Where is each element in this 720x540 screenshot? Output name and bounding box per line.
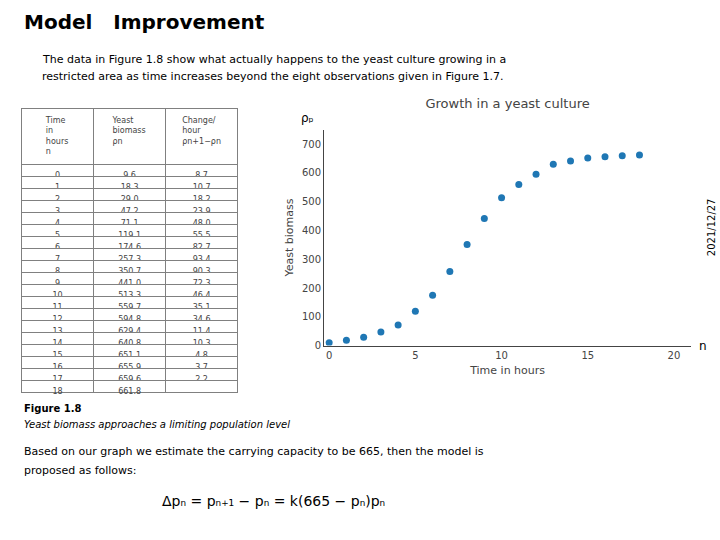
svg-text:300: 300 xyxy=(302,254,321,265)
svg-text:Growth in a yeast culture: Growth in a yeast culture xyxy=(425,96,589,111)
svg-text:661.8: 661.8 xyxy=(118,387,141,394)
svg-text:Change/hourρn+1−ρn: Change/hourρn+1−ρn xyxy=(182,116,221,146)
svg-text:Yeast biomass approaches a lim: Yeast biomass approaches a limiting popu… xyxy=(24,419,290,430)
svg-text:n: n xyxy=(699,339,707,353)
svg-text:0: 0 xyxy=(315,340,321,351)
svg-text:400: 400 xyxy=(302,225,321,236)
svg-text:0: 0 xyxy=(326,350,332,361)
svg-text:The data in Figure 1.8 show wh: The data in Figure 1.8 show what actuall… xyxy=(42,53,506,66)
svg-text:Δpₙ = pₙ₊₁ − pₙ = k(665 − pₙ)p: Δpₙ = pₙ₊₁ − pₙ = k(665 − pₙ)pₙ xyxy=(162,493,385,509)
svg-text:Time in hours: Time in hours xyxy=(469,364,545,377)
svg-text:2021/12/27: 2021/12/27 xyxy=(706,199,717,257)
svg-text:20: 20 xyxy=(668,350,681,361)
svg-text:Model Improvement: Model Improvement xyxy=(24,10,265,34)
svg-text:Yeast biomass: Yeast biomass xyxy=(283,198,296,277)
svg-text:Timeinhoursn: Timeinhoursn xyxy=(45,116,69,156)
svg-text:Based on our graph we estimate: Based on our graph we estimate the carry… xyxy=(24,445,484,458)
svg-text:proposed as follows:: proposed as follows: xyxy=(24,464,137,477)
svg-text:restricted area as time increa: restricted area as time increases beyond… xyxy=(42,70,503,83)
svg-text:Yeastbiomassρn: Yeastbiomassρn xyxy=(111,116,145,146)
svg-text:200: 200 xyxy=(302,283,321,294)
svg-text:15: 15 xyxy=(581,350,594,361)
svg-text:ρₚ: ρₚ xyxy=(301,111,314,125)
svg-text:10: 10 xyxy=(495,350,508,361)
svg-text:Figure 1.8: Figure 1.8 xyxy=(24,403,81,414)
svg-text:18: 18 xyxy=(53,387,63,394)
svg-text:700: 700 xyxy=(302,139,321,150)
svg-text:500: 500 xyxy=(302,196,321,207)
svg-text:5: 5 xyxy=(412,350,418,361)
svg-text:100: 100 xyxy=(302,311,321,322)
svg-text:600: 600 xyxy=(302,167,321,178)
